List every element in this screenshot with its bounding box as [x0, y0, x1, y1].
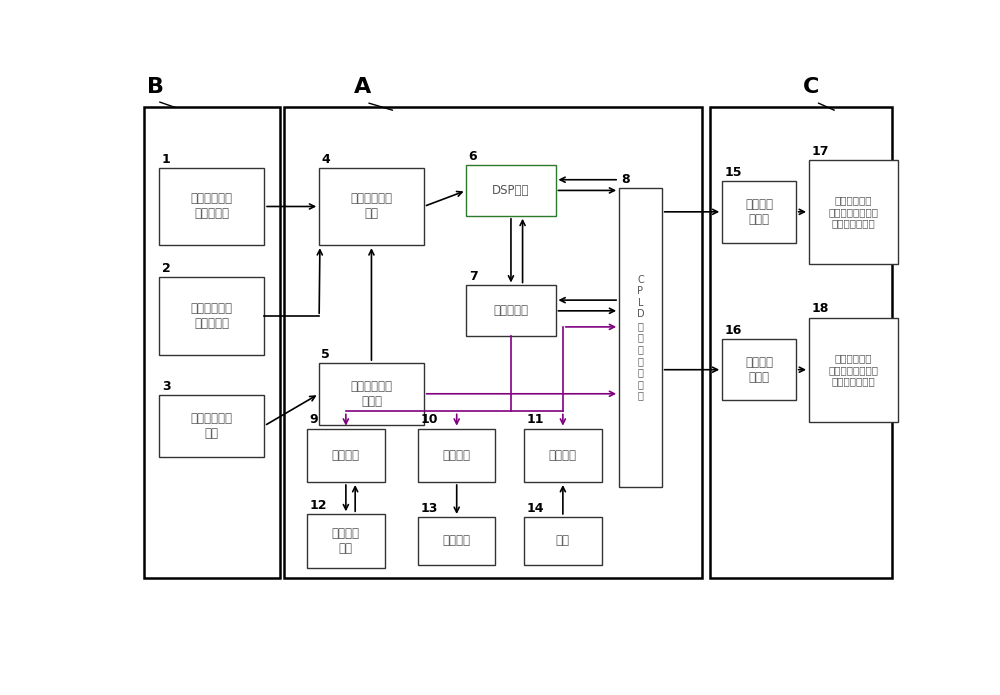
Text: 3: 3	[162, 380, 170, 393]
FancyBboxPatch shape	[319, 363, 424, 425]
Text: 开关量信号调
理电路: 开关量信号调 理电路	[350, 379, 392, 408]
Text: 键盘: 键盘	[556, 534, 570, 548]
FancyBboxPatch shape	[307, 429, 385, 482]
Text: 冲程周期过大
报警或冲程周期减
小控制开出回路: 冲程周期过大 报警或冲程周期减 小控制开出回路	[828, 353, 879, 386]
Text: 16: 16	[724, 324, 742, 337]
Text: 18: 18	[811, 302, 829, 316]
Text: 以太网通
信口: 以太网通 信口	[332, 527, 360, 555]
Text: 8: 8	[621, 172, 630, 186]
Text: 液晶显示: 液晶显示	[443, 534, 471, 548]
Text: 功率光电
耦合器: 功率光电 耦合器	[745, 356, 773, 384]
FancyBboxPatch shape	[418, 429, 495, 482]
FancyBboxPatch shape	[418, 517, 495, 565]
FancyBboxPatch shape	[159, 395, 264, 457]
FancyBboxPatch shape	[159, 277, 264, 355]
Text: 7: 7	[469, 270, 477, 284]
Text: 单片机系统: 单片机系统	[493, 304, 528, 318]
Text: 磁耦合器: 磁耦合器	[443, 449, 471, 462]
Text: C
P
L
D
逻
辑
与
组
合
系
统: C P L D 逻 辑 与 组 合 系 统	[637, 275, 644, 400]
Text: 15: 15	[724, 166, 742, 179]
Text: 开关合分状态
检测: 开关合分状态 检测	[191, 412, 233, 440]
Text: 2: 2	[162, 262, 171, 275]
FancyBboxPatch shape	[524, 517, 602, 565]
Text: 功率光电
耦合器: 功率光电 耦合器	[745, 198, 773, 226]
Text: 三相电压检测
（互感器）: 三相电压检测 （互感器）	[191, 193, 233, 220]
FancyBboxPatch shape	[722, 181, 796, 243]
Text: C: C	[803, 76, 820, 97]
FancyBboxPatch shape	[809, 318, 898, 422]
Text: 1: 1	[162, 152, 171, 165]
FancyBboxPatch shape	[319, 167, 424, 245]
Text: 三相电流检测
（互感器）: 三相电流检测 （互感器）	[191, 302, 233, 330]
Text: 6: 6	[469, 150, 477, 163]
Text: B: B	[147, 76, 164, 97]
FancyBboxPatch shape	[619, 188, 662, 487]
Text: 9: 9	[309, 414, 318, 427]
Text: 10: 10	[420, 414, 438, 427]
Text: 17: 17	[811, 145, 829, 158]
FancyBboxPatch shape	[307, 514, 385, 568]
Text: 11: 11	[526, 414, 544, 427]
Text: 4: 4	[321, 152, 330, 165]
FancyBboxPatch shape	[159, 167, 264, 245]
Text: 模拟信号调理
电路: 模拟信号调理 电路	[350, 193, 392, 220]
Text: DSP系统: DSP系统	[492, 184, 530, 197]
Text: 冲程周期过小
报警或冲程周期增
加控制开出回路: 冲程周期过小 报警或冲程周期增 加控制开出回路	[828, 195, 879, 229]
FancyBboxPatch shape	[466, 286, 556, 336]
Text: 5: 5	[321, 348, 330, 361]
Text: A: A	[354, 76, 371, 97]
FancyBboxPatch shape	[524, 429, 602, 482]
Bar	[144, 108, 280, 578]
FancyBboxPatch shape	[809, 160, 898, 264]
Bar	[710, 108, 892, 578]
FancyBboxPatch shape	[722, 339, 796, 400]
Text: 12: 12	[309, 499, 327, 512]
Text: 磁耦合器: 磁耦合器	[549, 449, 577, 462]
FancyBboxPatch shape	[466, 165, 556, 216]
Bar	[284, 108, 702, 578]
Text: 14: 14	[526, 502, 544, 515]
Text: 磁耦合器: 磁耦合器	[332, 449, 360, 462]
Text: 13: 13	[420, 502, 438, 515]
